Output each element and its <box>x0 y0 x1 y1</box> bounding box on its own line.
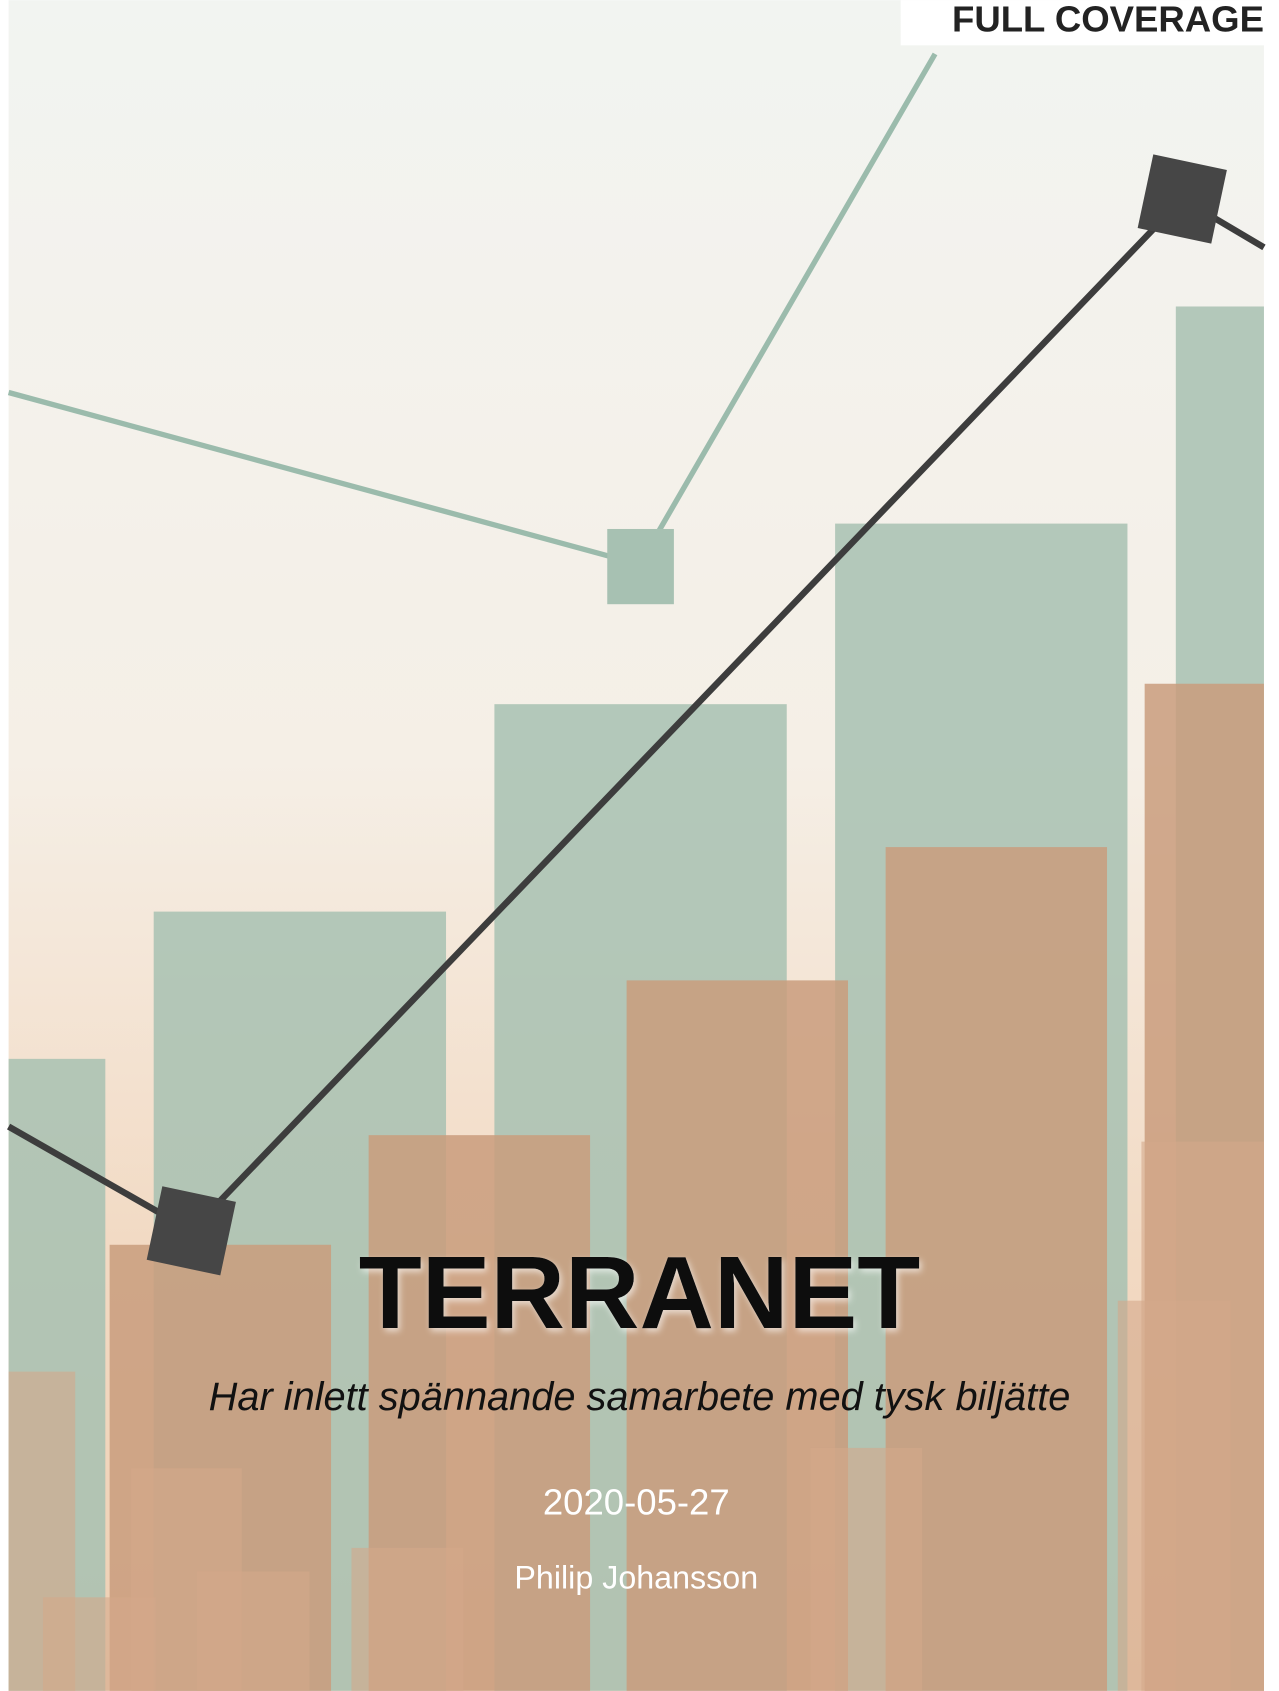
header-box <box>900 0 1279 46</box>
decorative-lines <box>7 52 1266 1276</box>
header-label: FULL COVERAGE <box>952 0 1264 39</box>
title: TERRANET <box>359 1235 921 1350</box>
author: Philip Johansson <box>514 1560 758 1596</box>
subtitle: Har inlett spännande samarbete med tysk … <box>209 1375 1071 1419</box>
date: 2020-05-27 <box>543 1482 730 1523</box>
decorative-bars <box>8 306 1264 1691</box>
